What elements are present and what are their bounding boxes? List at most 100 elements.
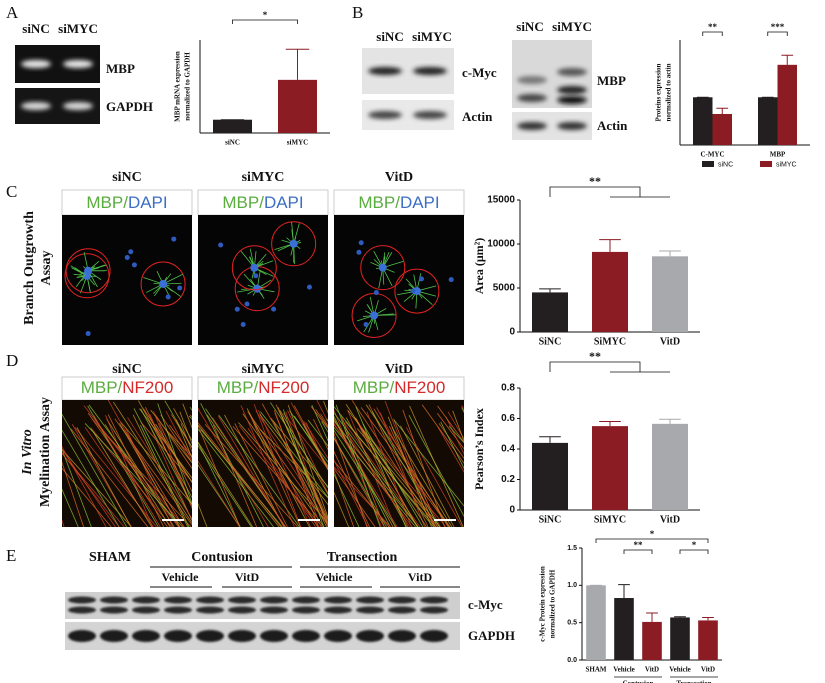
blot-band [164, 596, 192, 604]
row-label: In Vitro [20, 429, 35, 476]
nucleus [356, 249, 362, 255]
fiber [334, 467, 376, 527]
fiber [62, 448, 116, 527]
fiber [258, 410, 311, 527]
error-bar [539, 436, 561, 443]
y-tick-label: 1.0 [567, 582, 577, 589]
stain-part: / [254, 378, 259, 397]
fiber [393, 418, 438, 527]
label: Contusion [191, 550, 253, 565]
fiber [90, 427, 153, 527]
y-tick-label: 1.5 [567, 545, 577, 552]
nucleus [363, 321, 369, 327]
blot-band [100, 630, 128, 642]
error-bar [599, 421, 621, 427]
fiber [140, 408, 192, 506]
stain-label: MBP/NF200 [81, 378, 174, 397]
fiber [305, 422, 328, 471]
x-tick-label: SiMYC [594, 336, 626, 347]
bar [532, 292, 568, 332]
significance-label: ** [708, 22, 718, 32]
significance-bracket [623, 549, 653, 554]
stain-label: MBP/NF200 [353, 378, 446, 397]
fiber [127, 417, 192, 520]
fiber [248, 412, 301, 527]
significance-label: * [692, 540, 697, 550]
stain-part: NF200 [258, 378, 309, 397]
bar [213, 119, 252, 133]
blot-band [420, 606, 448, 614]
fiber [307, 419, 328, 447]
stain-part: MBP [86, 193, 123, 212]
gel-image [65, 592, 460, 619]
stain-label: MBP/DAPI [222, 193, 303, 212]
fiber [149, 413, 192, 509]
fiber [334, 429, 397, 527]
fiber [334, 473, 360, 527]
bar [614, 598, 634, 660]
fiber [334, 491, 350, 527]
blot-band [164, 606, 192, 614]
y-tick-label: 0 [509, 327, 515, 338]
fiber [282, 409, 325, 527]
stain-part: MBP [217, 378, 254, 397]
fiber [334, 415, 391, 527]
fiber [334, 469, 355, 527]
error-bar [599, 239, 621, 252]
fiber [334, 412, 419, 527]
label: c-Myc [462, 65, 497, 80]
fiber [198, 422, 282, 527]
blot-band [388, 596, 416, 604]
significance-label: *** [771, 22, 785, 32]
stain-part: MBP [358, 193, 395, 212]
nucleus [370, 311, 379, 320]
bar [642, 621, 662, 660]
blot-band [196, 606, 224, 614]
row-label: Assay [39, 250, 54, 285]
significance-bracket [595, 538, 709, 543]
nucleus [306, 284, 312, 290]
fiber [200, 403, 264, 527]
fiber [62, 488, 79, 527]
y-tick-label: 0.2 [501, 474, 515, 485]
blot-band [356, 630, 384, 642]
fiber [260, 411, 328, 498]
fiber [143, 408, 192, 484]
fiber [155, 423, 192, 483]
image-header [333, 189, 465, 216]
fiber [261, 403, 328, 521]
fiber [255, 410, 328, 524]
fiber [334, 459, 369, 527]
significance-bracket [679, 549, 709, 554]
blot-band [292, 630, 320, 642]
y-axis-label: Proteins expression [655, 63, 663, 121]
x-tick-label: siNC [225, 139, 240, 147]
blot-band [324, 606, 352, 614]
fiber [440, 421, 464, 470]
fiber [279, 410, 328, 495]
blot-band [196, 596, 224, 604]
fiber [87, 412, 168, 527]
x-tick-label: VitD [701, 666, 715, 674]
fibers [334, 400, 464, 527]
blot-band [260, 630, 288, 642]
x-tick-label: SiMYC [594, 514, 626, 525]
label: siNC [112, 170, 142, 185]
label: Vehicle [316, 570, 354, 584]
blot-band [228, 596, 256, 604]
fiber [165, 428, 192, 458]
panel-letter: E [6, 546, 16, 565]
blot-band [132, 630, 160, 642]
nucleus [165, 294, 171, 300]
fiber [232, 426, 323, 527]
blot-band [420, 630, 448, 642]
fiber [198, 407, 269, 527]
blot-band [100, 596, 128, 604]
fiber [158, 422, 192, 493]
blot-band [388, 630, 416, 642]
gel-band [368, 67, 402, 75]
gel-band [517, 122, 547, 130]
label: siMYC [552, 19, 592, 34]
error-bar [618, 584, 630, 599]
fiber [400, 425, 455, 527]
